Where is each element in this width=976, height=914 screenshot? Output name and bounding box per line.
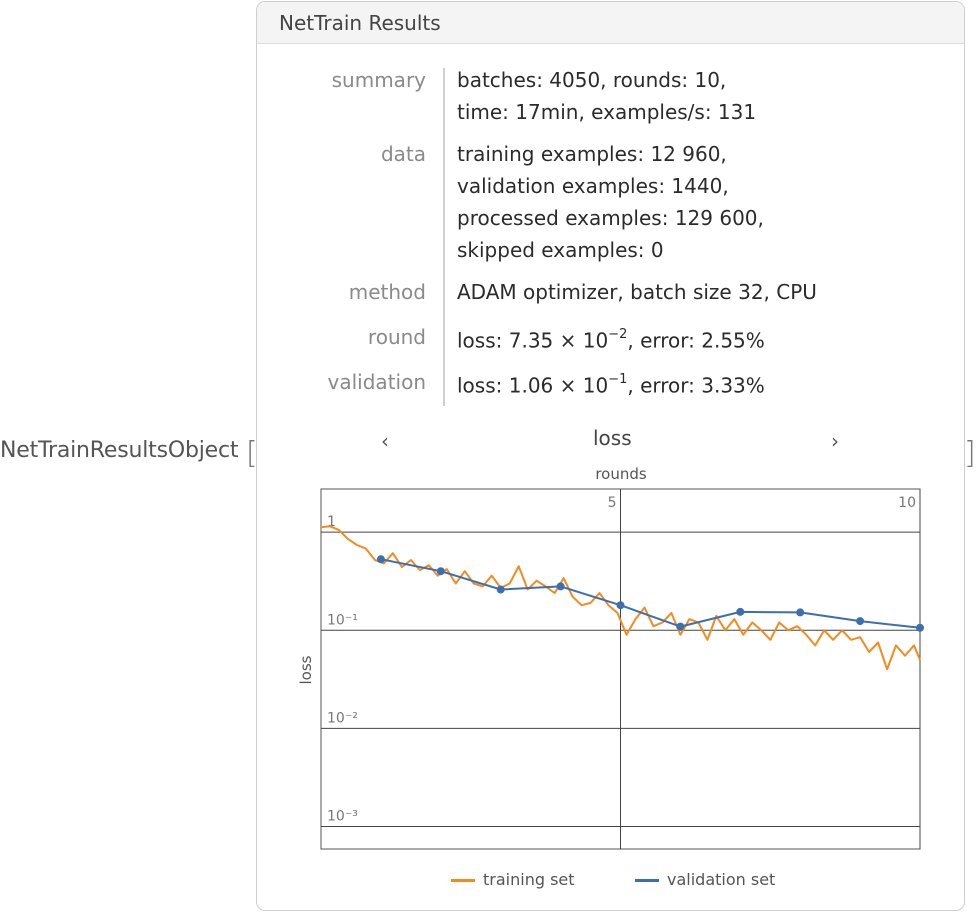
- round-loss-mantissa: 7.35: [508, 328, 554, 353]
- error-prefix: , error:: [627, 373, 702, 398]
- times-sign: × 10: [553, 328, 609, 353]
- chart-prev-button[interactable]: ‹: [381, 429, 389, 453]
- close-bracket: ]: [964, 436, 976, 471]
- data-line-4: skipped examples: 0: [457, 238, 664, 262]
- row-value-round: loss: 7.35 × 10−2, error: 2.55%: [457, 321, 765, 357]
- chart-next-button[interactable]: ›: [831, 429, 839, 453]
- round-loss-exponent: −2: [608, 327, 628, 342]
- row-value-summary: batches: 4050, rounds: 10, time: 17min, …: [457, 64, 756, 128]
- summary-line-1: batches: 4050, rounds: 10,: [457, 68, 727, 92]
- legend-training-label: training set: [483, 870, 575, 889]
- open-bracket: [: [246, 436, 258, 471]
- validation-loss-mantissa: 1.06: [508, 373, 554, 398]
- data-line-1: training examples: 12 960,: [457, 142, 727, 166]
- panel-title: NetTrain Results: [257, 2, 964, 44]
- legend-validation: validation set: [635, 870, 775, 889]
- round-error: 2.55%: [701, 328, 765, 353]
- data-line-3: processed examples: 129 600,: [457, 206, 764, 230]
- chart-title: loss: [593, 426, 632, 450]
- validation-loss-exponent: −1: [608, 372, 628, 387]
- data-line-2: validation examples: 1440,: [457, 174, 729, 198]
- row-label-validation: validation: [327, 370, 426, 394]
- row-value-validation: loss: 1.06 × 10−1, error: 3.33%: [457, 366, 765, 402]
- validation-error: 3.33%: [701, 373, 765, 398]
- legend-validation-swatch: [635, 879, 659, 882]
- row-label-data: data: [380, 142, 426, 166]
- label-divider: [443, 68, 445, 406]
- expression-head: NetTrainResultsObject: [0, 438, 239, 463]
- legend-validation-label: validation set: [667, 870, 776, 889]
- error-prefix: , error:: [627, 328, 702, 353]
- results-panel: NetTrain Results summary batches: 4050, …: [256, 1, 965, 911]
- loss-prefix: loss:: [457, 328, 509, 353]
- loss-prefix: loss:: [457, 373, 509, 398]
- row-value-method: ADAM optimizer, batch size 32, CPU: [457, 280, 817, 304]
- row-label-round: round: [367, 325, 426, 349]
- legend-training: training set: [451, 870, 575, 889]
- row-label-method: method: [348, 280, 426, 304]
- legend-training-swatch: [451, 879, 475, 882]
- times-sign: × 10: [553, 373, 609, 398]
- summary-line-2: time: 17min, examples/s: 131: [457, 100, 757, 124]
- row-value-data: training examples: 12 960, validation ex…: [457, 138, 764, 266]
- row-label-summary: summary: [331, 68, 426, 92]
